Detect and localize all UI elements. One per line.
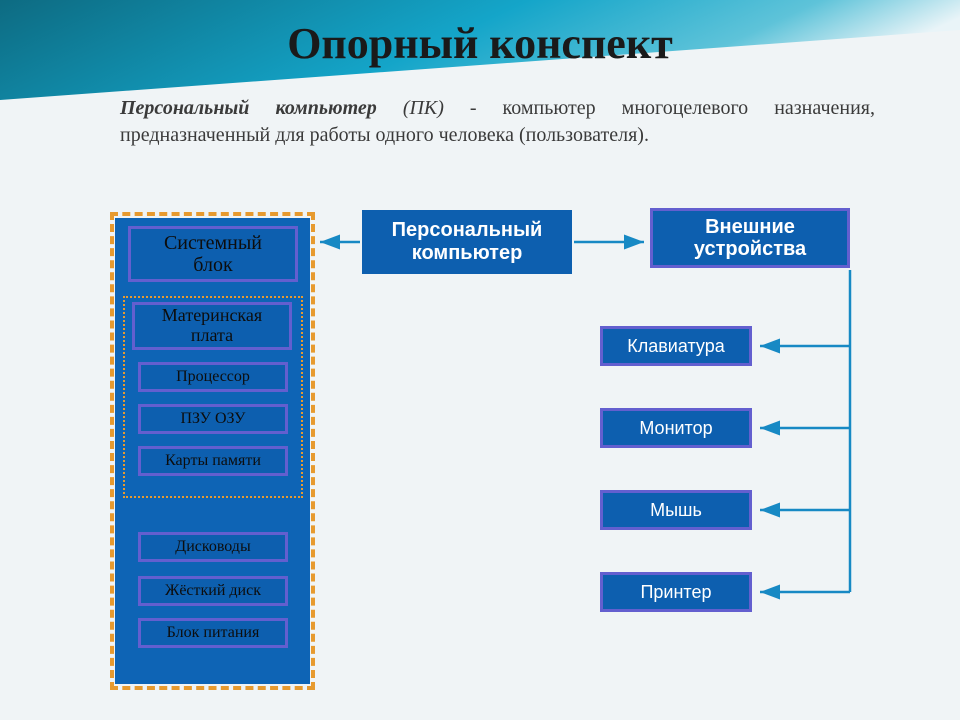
external-devices-box: Внешниеустройства (650, 208, 850, 268)
device-printer: Принтер (600, 572, 752, 612)
device-monitor: Монитор (600, 408, 752, 448)
component-cpu: Процессор (138, 362, 288, 392)
description-text: Персональный компьютер (ПК) - компьютер … (120, 95, 875, 149)
device-mouse: Мышь (600, 490, 752, 530)
component-rom-ram: ПЗУ ОЗУ (138, 404, 288, 434)
component-memory-cards: Карты памяти (138, 446, 288, 476)
system-block-title: Системныйблок (128, 226, 298, 282)
component-drives: Дисководы (138, 532, 288, 562)
device-keyboard: Клавиатура (600, 326, 752, 366)
pc-box: Персональныйкомпьютер (362, 210, 572, 274)
component-hdd: Жёсткий диск (138, 576, 288, 606)
page-title: Опорный конспект (0, 18, 960, 69)
motherboard-title: Материнскаяплата (132, 302, 292, 350)
component-psu: Блок питания (138, 618, 288, 648)
